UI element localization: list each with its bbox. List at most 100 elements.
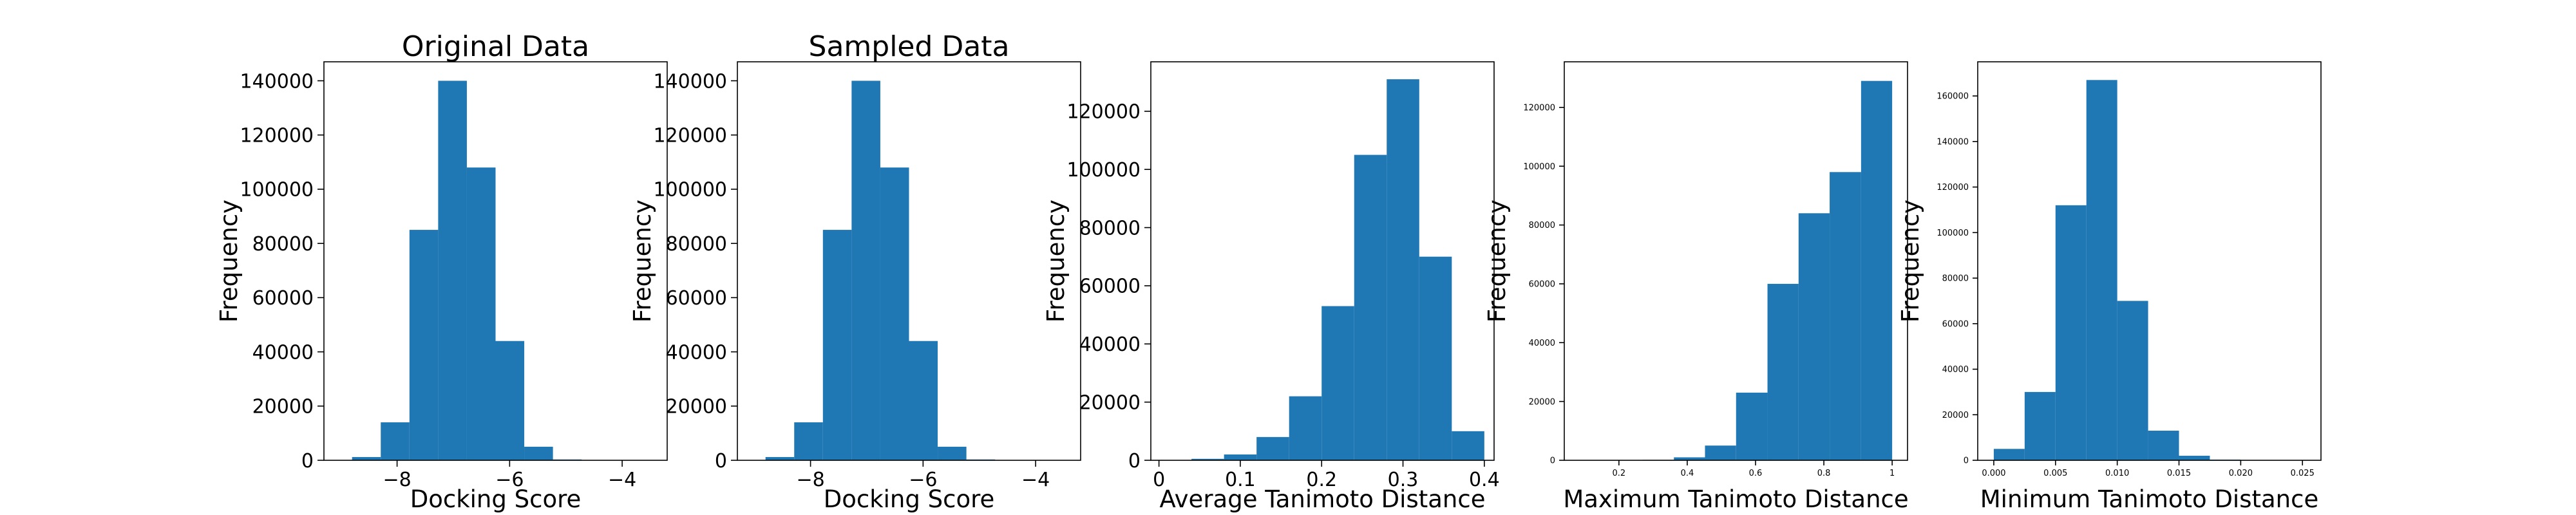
histogram-bar [409,230,439,460]
histogram-bar [1861,80,1893,460]
y-tick-label: 120000 [1937,183,1969,192]
histogram-bar [1705,445,1736,460]
x-tick-label: 0.6 [1749,469,1763,478]
y-axis-label: Frequency [1897,200,1924,323]
x-tick-label: 0 [1153,469,1165,491]
x-tick-label: 0.025 [2291,469,2315,478]
y-tick-label: 100000 [1066,159,1141,182]
y-tick-label: 20000 [1079,391,1141,414]
histogram-bar [438,80,467,461]
axes-frame [737,61,1081,461]
x-axis-label: Maximum Tanimoto Distance [1563,485,1908,513]
histogram-bar [1387,79,1419,461]
y-tick-label: 60000 [1529,280,1555,290]
y-axis-label: Frequency [215,200,243,323]
y-tick-label: 80000 [1079,217,1141,239]
x-axis-label: Minimum Tanimoto Distance [1980,485,2318,513]
y-tick-label: 100000 [1937,229,1969,238]
histogram-bar [1224,454,1257,460]
x-tick-label: 0.1 [1225,469,1256,491]
histogram-bar [909,341,938,460]
histogram-bar [1354,154,1387,460]
x-tick-label: 0.2 [1306,469,1337,491]
histogram-bar [794,422,823,460]
x-tick-label: −4 [1021,469,1050,491]
histogram-bar [2024,391,2056,460]
y-tick-label: 20000 [666,396,727,418]
histogram-bar [524,446,553,460]
y-tick-label: 80000 [1529,221,1555,230]
histogram-bar [2055,205,2087,460]
x-tick-label: 0.000 [1982,469,2005,478]
y-tick-label: 0 [1128,450,1141,473]
histogram-bar [1191,458,1224,460]
histogram-bar [822,230,852,460]
y-tick-label: 140000 [653,70,727,93]
histogram-bar [2117,301,2148,460]
histogram-panel-1: −8 −6 −4 0 20000 40000 60000 80000 100000 120000 1… [215,30,668,513]
histogram-bar [1321,306,1354,460]
y-tick-label: 160000 [1937,92,1969,102]
y-tick-label: 140000 [240,70,314,93]
y-tick-label: 100000 [653,179,727,201]
x-axis-label: Docking Score [824,485,995,513]
y-tick-label: 120000 [653,124,727,147]
x-tick-label: 0.4 [1681,469,1694,478]
x-tick-label: 0.015 [2167,469,2191,478]
histogram-panel-4: 0.2 0.4 0.6 0.8 1 0 20000 40000 60000 80000 100000… [1483,61,1909,513]
histogram-bar [851,80,880,461]
chart-title: Original Data [402,30,589,63]
histogram-bar [495,341,525,460]
histogram-bar [2179,455,2210,460]
y-tick-label: 0 [1964,456,1969,466]
y-tick-label: 60000 [1079,276,1141,298]
x-axis-label: Average Tanimoto Distance [1160,485,1486,513]
y-tick-label: 60000 [666,287,727,310]
x-tick-label: −8 [796,469,824,491]
histogram-bar [1767,283,1799,460]
y-tick-label: 60000 [1942,319,1969,329]
histogram-panel-2: −8 −6 −4 0 20000 40000 60000 80000 100000 120000 1… [629,30,1081,513]
y-tick-label: 100000 [1523,162,1555,172]
y-tick-label: 20000 [1529,397,1555,407]
y-tick-label: 120000 [240,124,314,147]
y-tick-label: 120000 [1523,103,1555,113]
histogram-bar [466,167,496,460]
x-tick-label: 1 [1889,469,1895,478]
x-tick-label: −6 [909,469,937,491]
histogram-bar [1289,396,1322,460]
histogram-bar [1798,213,1830,460]
y-tick-label: 100000 [240,179,314,201]
histogram-bar [1736,392,1768,460]
y-tick-label: 40000 [252,341,314,364]
y-tick-label: 0 [715,450,727,473]
x-tick-label: 0.3 [1388,469,1419,491]
y-axis-label: Frequency [1483,200,1511,323]
axes-frame [1564,61,1908,461]
x-tick-label: 0.020 [2229,469,2253,478]
x-tick-label: 0.005 [2043,469,2067,478]
histogram-bar [938,446,967,460]
x-tick-label: 0.2 [1613,469,1626,478]
histogram-bar [2148,431,2179,460]
y-tick-label: 40000 [666,341,727,364]
histogram-bar [2086,80,2117,461]
axes-frame [1150,61,1495,461]
y-tick-label: 0 [1550,456,1555,466]
histogram-bar [765,456,795,460]
histogram-panel-5: 0.000 0.005 0.010 0.015 0.020 0.025 0 20000 4000… [1897,61,2322,513]
y-tick-label: 60000 [252,287,314,310]
x-tick-label: 0.8 [1817,469,1831,478]
y-tick-label: 80000 [666,233,727,256]
histogram-bar [381,422,410,460]
axes-frame [1977,61,2322,461]
histogram-bar [1419,256,1452,460]
histogram-bar [1452,431,1484,460]
histogram-bar [1993,449,2025,460]
axes-frame [323,61,668,461]
x-tick-label: 0.010 [2105,469,2129,478]
histogram-bar [352,456,381,460]
x-tick-label: −6 [495,469,524,491]
y-tick-label: 20000 [1942,411,1969,420]
